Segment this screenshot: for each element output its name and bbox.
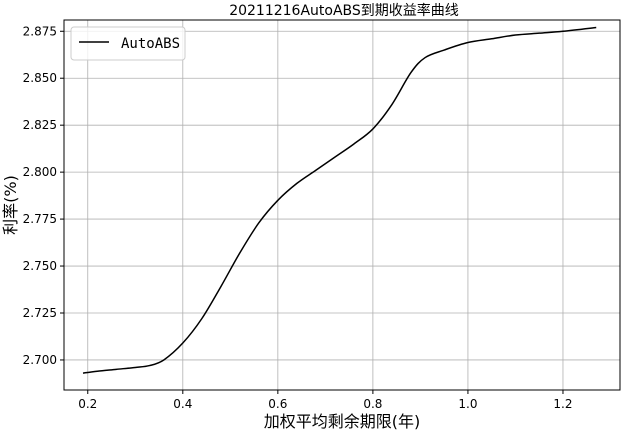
x-tick-label: 0.6 [268, 397, 287, 411]
y-axis-ticks: 2.700 2.725 2.750 2.775 2.800 2.825 2.850 2.875 [23, 24, 64, 367]
x-tick-label: 0.2 [78, 397, 97, 411]
y-tick-label: 2.700 [23, 353, 57, 367]
x-tick-label: 1.0 [458, 397, 477, 411]
legend: AutoABS [70, 26, 186, 61]
legend-label-autoabs: AutoABS [121, 36, 180, 52]
x-axis-ticks: 0.2 0.4 0.6 0.8 1.0 1.2 [78, 390, 573, 411]
grid-lines [64, 20, 620, 390]
x-tick-label: 0.4 [173, 397, 192, 411]
y-tick-label: 2.875 [23, 24, 57, 38]
y-tick-label: 2.825 [23, 118, 57, 132]
y-tick-label: 2.750 [23, 259, 57, 273]
x-axis-label: 加权平均剩余期限(年) [264, 412, 421, 430]
x-tick-label: 1.2 [553, 397, 572, 411]
series-line-autoabs [82, 26, 597, 374]
series-layer [82, 26, 597, 374]
y-axis-label: 利率(%) [1, 175, 20, 235]
y-tick-label: 2.725 [23, 306, 57, 320]
chart-title: 20211216AutoABS到期收益率曲线 [229, 2, 459, 19]
y-tick-label: 2.800 [23, 165, 57, 179]
legend-box [70, 26, 186, 61]
y-tick-label: 2.775 [23, 212, 57, 226]
plot-frame [63, 19, 621, 391]
x-tick-label: 0.8 [363, 397, 382, 411]
y-tick-label: 2.850 [23, 71, 57, 85]
